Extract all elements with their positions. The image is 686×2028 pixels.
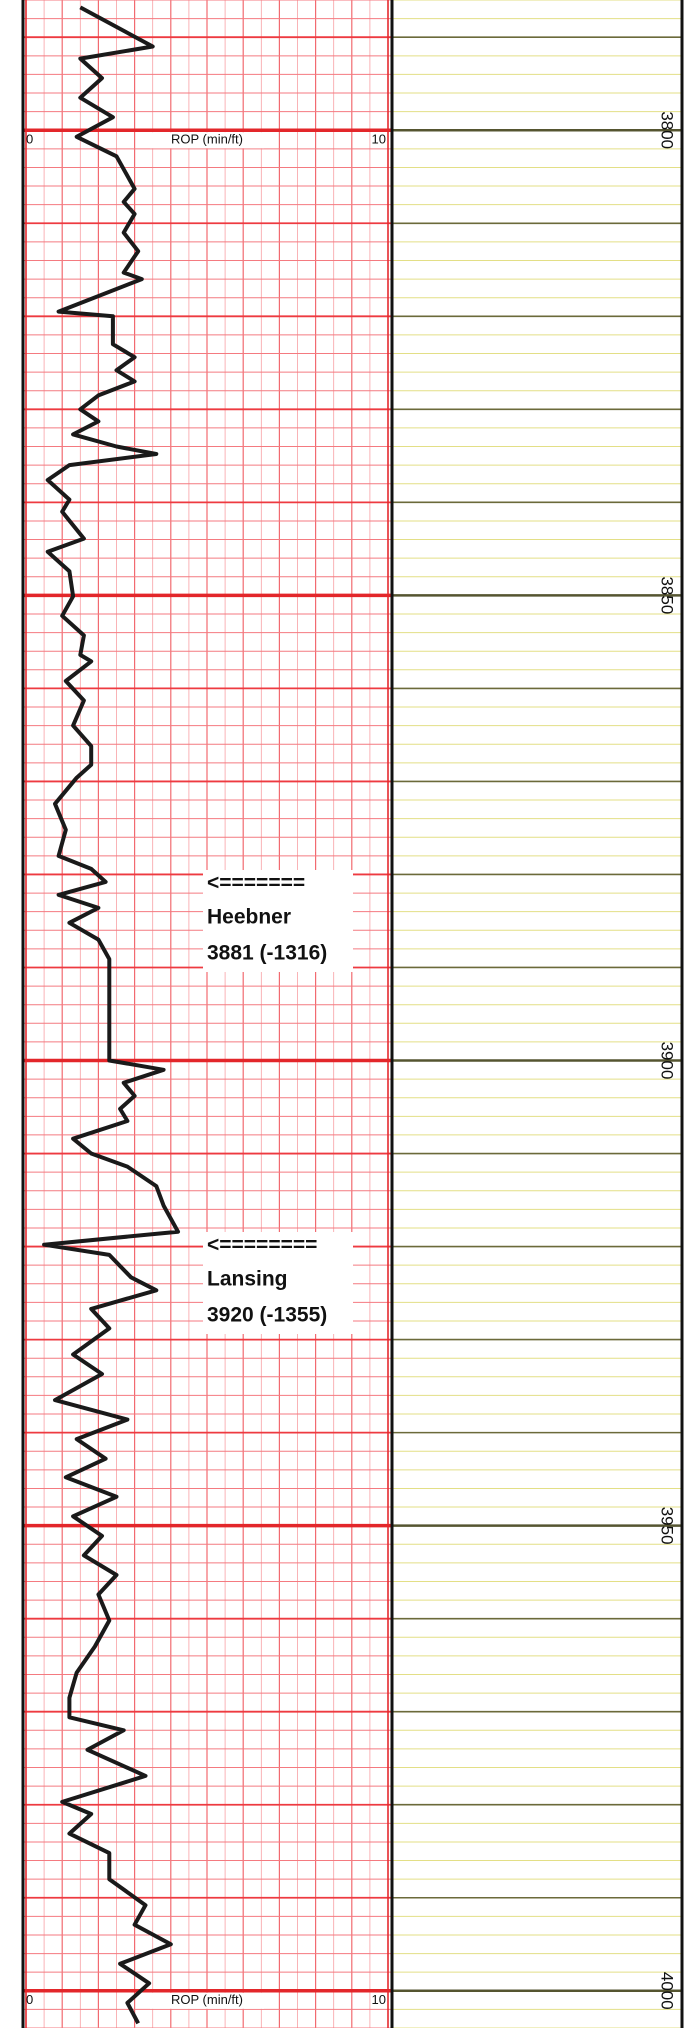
depth-label: 3950: [658, 1507, 677, 1545]
rop-curve: [42, 5, 180, 2025]
x-tick-label: 10: [372, 1992, 386, 2007]
annotation-arrow: <========: [207, 1234, 317, 1257]
scale-bg: [150, 1992, 264, 2009]
annotation-name: Heebner: [207, 906, 291, 929]
annotation-name: Lansing: [207, 1268, 288, 1291]
x-tick-label: 0: [26, 132, 33, 147]
annotation-bg: [203, 1232, 353, 1334]
x-tick-label: 10: [372, 132, 386, 147]
minor-grid: [23, 0, 682, 2028]
scale-bg: [150, 132, 264, 149]
annotation-text: 3881 (-1316): [207, 942, 327, 965]
depth-label: 3850: [658, 576, 677, 614]
annotation-bg: [203, 870, 353, 972]
depth-label: 4000: [658, 1972, 677, 2010]
depth-label: 3800: [658, 111, 677, 149]
annotation-text: 3920 (-1355): [207, 1304, 327, 1327]
x-axis-label: ROP (min/ft): [171, 1992, 243, 2007]
x-tick-label: 0: [26, 1992, 33, 2007]
annotation-arrow: <=======: [207, 872, 305, 895]
depth-label: 3900: [658, 1042, 677, 1080]
x-axis-label: ROP (min/ft): [171, 132, 243, 147]
